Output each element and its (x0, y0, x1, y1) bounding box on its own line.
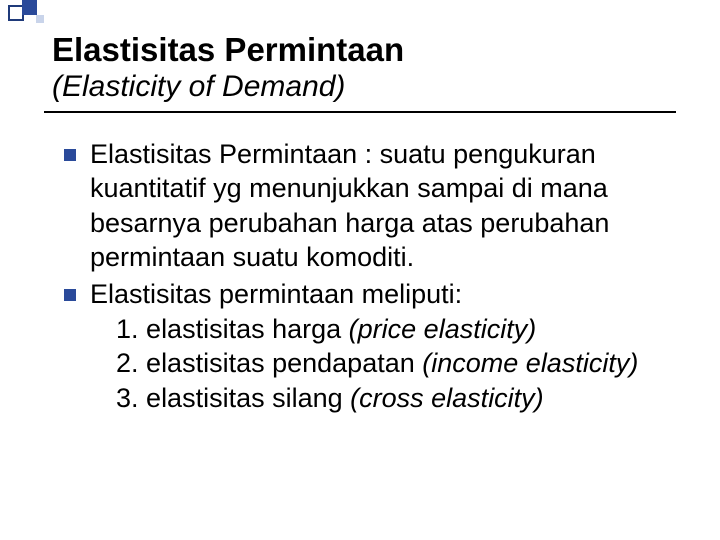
sublist-label: elastisitas pendapatan (146, 348, 415, 378)
sublist-paren: (price elasticity) (349, 314, 537, 344)
bullet-icon (64, 149, 76, 161)
title-block: Elastisitas Permintaan (Elasticity of De… (0, 0, 720, 105)
slide-body: Elastisitas Permintaan : suatu pengukura… (0, 113, 720, 415)
sublist-number: 2. (116, 348, 139, 378)
sublist-label: elastisitas harga (146, 314, 341, 344)
sublist-paren: (income elasticity) (422, 348, 638, 378)
sublist-label: elastisitas silang (146, 383, 343, 413)
sublist-item: 2. elastisitas pendapatan (income elasti… (116, 346, 670, 381)
bullet-text: Elastisitas permintaan meliputi: (90, 277, 670, 312)
bullet-icon (64, 289, 76, 301)
slide-title: Elastisitas Permintaan (52, 32, 720, 68)
sublist-item: 3. elastisitas silang (cross elasticity) (116, 381, 670, 416)
bullet-text: Elastisitas Permintaan : suatu pengukura… (90, 137, 670, 275)
list-item: Elastisitas permintaan meliputi: 1. elas… (64, 277, 670, 415)
deco-square-small (36, 15, 44, 23)
deco-square-filled (22, 0, 37, 15)
sublist-number: 1. (116, 314, 139, 344)
corner-decoration (0, 0, 90, 24)
slide-subtitle: (Elasticity of Demand) (52, 70, 720, 105)
sublist: 1. elastisitas harga (price elasticity) … (116, 312, 670, 416)
list-item: Elastisitas Permintaan : suatu pengukura… (64, 137, 670, 275)
sublist-paren: (cross elasticity) (350, 383, 544, 413)
sublist-number: 3. (116, 383, 139, 413)
sublist-item: 1. elastisitas harga (price elasticity) (116, 312, 670, 347)
